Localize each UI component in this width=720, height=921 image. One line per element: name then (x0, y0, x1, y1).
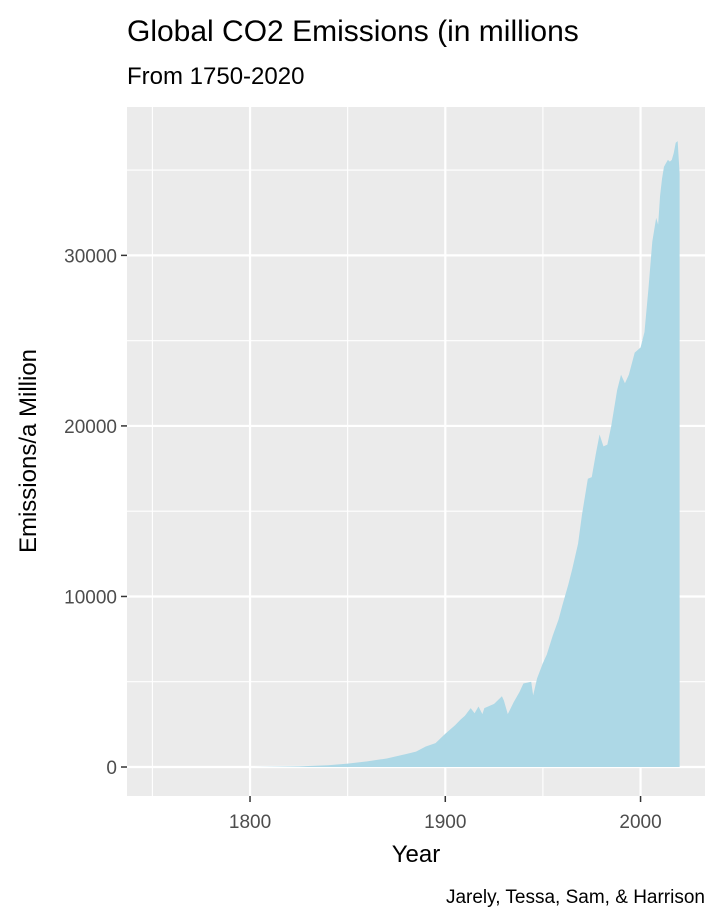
y-tick-label: 20000 (64, 417, 117, 438)
x-tick-label: 1800 (229, 812, 271, 833)
chart-caption: Jarely, Tessa, Sam, & Harrison (446, 887, 705, 908)
x-tick-label: 1900 (424, 812, 466, 833)
y-tick-label: 0 (106, 758, 117, 779)
chart-subtitle: From 1750-2020 (127, 63, 304, 90)
x-axis: 1800 1900 2000 (229, 796, 662, 833)
y-axis: 0 10000 20000 30000 (64, 246, 127, 779)
y-tick-label: 30000 (64, 246, 117, 267)
y-tick-label: 10000 (64, 587, 117, 608)
chart-title: Global CO2 Emissions (in millions (127, 15, 579, 48)
x-axis-title: Year (392, 841, 441, 868)
emissions-area (152, 141, 680, 768)
y-axis-title: Emissions/a Million (15, 349, 42, 553)
grid-minor (127, 107, 705, 796)
x-tick-label: 2000 (619, 812, 661, 833)
